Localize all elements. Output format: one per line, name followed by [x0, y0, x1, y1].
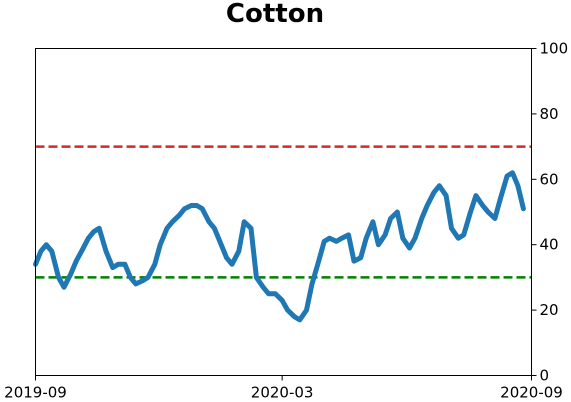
y-tick-label: 80 [540, 105, 559, 123]
y-tick-label: 40 [540, 236, 559, 254]
x-axis: 2019-09 2020-03 2020-09 [4, 375, 563, 402]
y-tick-label: 0 [540, 367, 550, 385]
series-line [33, 170, 526, 323]
y-tick-label: 60 [540, 170, 559, 188]
reference-lines [35, 145, 532, 279]
x-tick-label: 2020-03 [251, 384, 314, 402]
y-tick-label: 100 [540, 40, 569, 58]
x-tick-label: 2020-09 [500, 384, 563, 402]
chart-title: Cotton [226, 0, 324, 29]
series-layer [33, 170, 526, 323]
plot-area-frame [35, 48, 532, 376]
x-tick-label: 2019-09 [4, 384, 67, 402]
y-tick-label: 20 [540, 301, 559, 319]
y-axis: 0 20 40 60 80 100 [531, 40, 569, 385]
